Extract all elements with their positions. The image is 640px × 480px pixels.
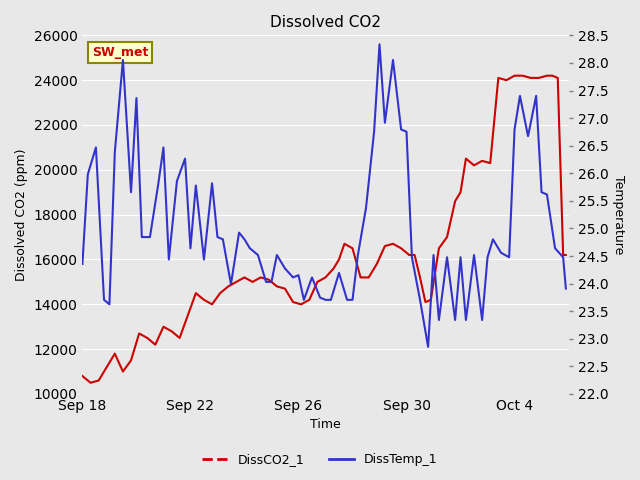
X-axis label: Time: Time bbox=[310, 419, 341, 432]
Y-axis label: Temperature: Temperature bbox=[612, 175, 625, 254]
Text: SW_met: SW_met bbox=[92, 46, 148, 59]
Title: Dissolved CO2: Dissolved CO2 bbox=[270, 15, 381, 30]
Y-axis label: Dissolved CO2 (ppm): Dissolved CO2 (ppm) bbox=[15, 148, 28, 281]
Legend: DissCO2_1, DissTemp_1: DissCO2_1, DissTemp_1 bbox=[197, 448, 443, 471]
